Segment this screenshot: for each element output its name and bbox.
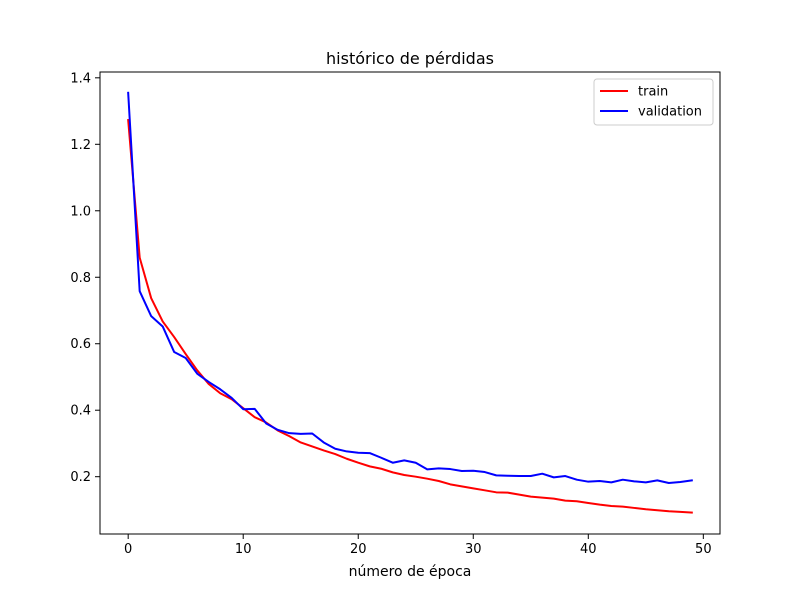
plot-area bbox=[127, 91, 693, 514]
series-line-train bbox=[127, 118, 693, 514]
y-tick-label: 1.4 bbox=[70, 71, 91, 86]
legend-label-train: train bbox=[638, 85, 668, 100]
x-tick-label: 10 bbox=[235, 542, 252, 557]
x-axis-label: número de época bbox=[349, 564, 472, 580]
x-tick-label: 0 bbox=[124, 542, 132, 557]
legend-label-validation: validation bbox=[638, 105, 702, 120]
x-tick-label: 50 bbox=[695, 542, 712, 557]
y-tick-label: 0.8 bbox=[70, 271, 91, 286]
x-tick-label: 30 bbox=[465, 542, 482, 557]
y-tick-label: 1.2 bbox=[70, 138, 91, 153]
series-line-validation bbox=[127, 91, 693, 485]
x-tick-label: 40 bbox=[580, 542, 597, 557]
chart-title: histórico de pérdidas bbox=[326, 49, 494, 68]
axes-frame bbox=[99, 71, 721, 535]
axis-ticks: 0 10 20 30 40 50 0.2 0.4 0.6 0.8 1.0 1.2 1.4 bbox=[70, 71, 711, 557]
y-tick-label: 1.0 bbox=[70, 204, 91, 219]
y-tick-label: 0.4 bbox=[70, 404, 91, 419]
x-tick-label: 20 bbox=[350, 542, 367, 557]
y-tick-label: 0.2 bbox=[70, 470, 91, 485]
legend: train validation bbox=[593, 78, 714, 126]
y-tick-label: 0.6 bbox=[70, 337, 91, 352]
